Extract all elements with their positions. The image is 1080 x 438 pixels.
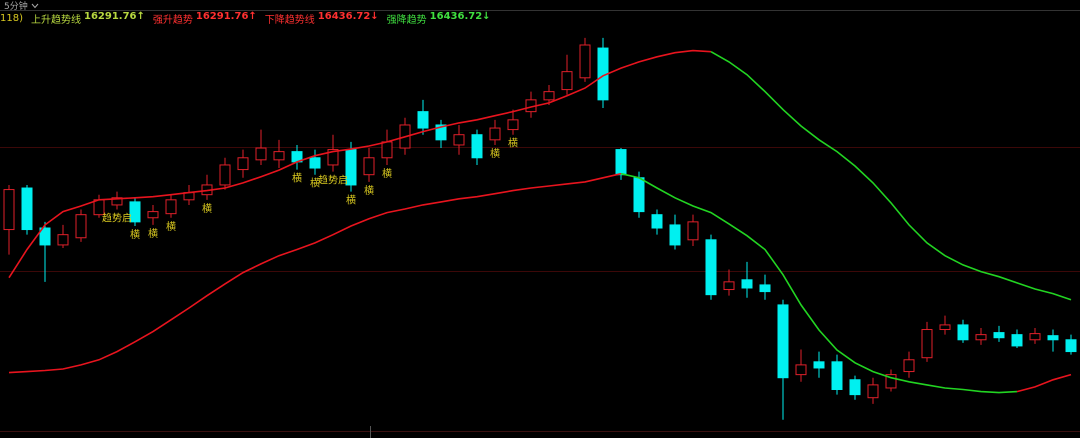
candle-body [57,234,69,246]
signal-label: 横 [346,194,356,207]
candle-body [75,214,87,239]
candle-body [813,361,825,369]
signal-label: 趋势启 [102,212,132,225]
candle-body [39,227,51,246]
candle-body [1065,339,1077,353]
candle-body [435,124,447,141]
candle-body [507,119,519,131]
candle-body [453,134,465,146]
dropdown-arrow[interactable] [31,3,39,9]
candle-body [723,281,735,291]
candle-body [255,147,267,161]
legend-entry: 下降趋势线 16436.72↓ [265,11,379,26]
signal-label: 横 [382,167,392,180]
candle-body [21,187,33,231]
signal-label: 横 [148,227,158,240]
legend: 118) 上升趋势线 16291.76↑ 强升趋势 16291.76↑ 下降趋势线 164… [0,11,491,26]
signal-label: 横 [364,184,374,197]
candle-body [921,329,933,359]
candle-body [957,324,969,341]
candle-body [381,141,393,159]
legend-value: 16291.76↑ [84,10,145,22]
signal-label: 趋势启 [318,174,348,187]
signal-label: 横 [166,220,176,233]
legend-entry: 上升趋势线 16291.76↑ [31,11,145,26]
period[interactable]: 5分钟 [4,2,28,12]
legend-value: 16436.72↓ [429,10,491,22]
candle-body [885,374,897,389]
signal-label: 横 [202,202,212,215]
trend-line [710,51,1072,301]
legend-entry: 强升趋势 16291.76↑ [153,11,257,26]
candle-body [417,111,429,129]
candle-body [939,324,951,331]
candle-body [615,149,627,176]
trend-line [620,172,1018,394]
candle-body [705,239,717,296]
signal-label: 横 [292,172,302,185]
legend-label: 强升趋势 [152,14,193,26]
toolbar: 5分钟 [4,0,39,12]
candle-body [237,157,249,171]
candle-body [147,211,159,219]
candle-body [1047,335,1059,341]
candle-body [975,334,987,341]
candle-body [687,221,699,241]
candle-body [831,361,843,391]
candle-body [759,284,771,293]
candle-body [129,201,141,223]
legend-entry: 强降趋势 16436.72↓ [387,11,491,26]
candle-body [903,359,915,373]
legend-label: 上升趋势线 [31,14,81,26]
legend-label: 强降趋势 [386,14,427,26]
signal-label: 横 [130,228,140,241]
legend-value: 16291.76↑ [195,10,257,22]
signal-label: 横 [508,137,518,150]
candle-body [471,134,483,159]
trend-line [8,49,712,279]
signal-label: 横 [490,147,500,160]
candle-body [651,214,663,229]
candle-body [579,44,591,79]
candle-body [543,91,555,101]
candle-body [741,279,753,289]
signal-label: 横 [310,177,320,190]
candle-body [993,332,1005,339]
indicator-param: 118) [0,12,23,24]
candle-body [3,189,15,231]
legend-label: 下降趋势线 [264,14,315,26]
candle-body [795,364,807,376]
candle-body [669,224,681,246]
trend-line [8,172,622,374]
candle-body [489,127,501,141]
candle-body [561,71,573,91]
candle-body [633,177,645,213]
candle-body [273,151,285,161]
candle-body [327,149,339,166]
candle-body [849,379,861,396]
candle-body [309,157,321,169]
trend-line [1016,373,1072,393]
candle-body [1011,334,1023,347]
candle-body [867,384,879,399]
candle-body [777,304,789,379]
candle-body [111,197,123,206]
candle-body [1029,333,1041,341]
candle-body [93,199,105,216]
legend-value: 16436.72↓ [317,10,379,22]
candle-body [219,164,231,186]
candle-body [363,157,375,176]
candle-body [165,199,177,215]
